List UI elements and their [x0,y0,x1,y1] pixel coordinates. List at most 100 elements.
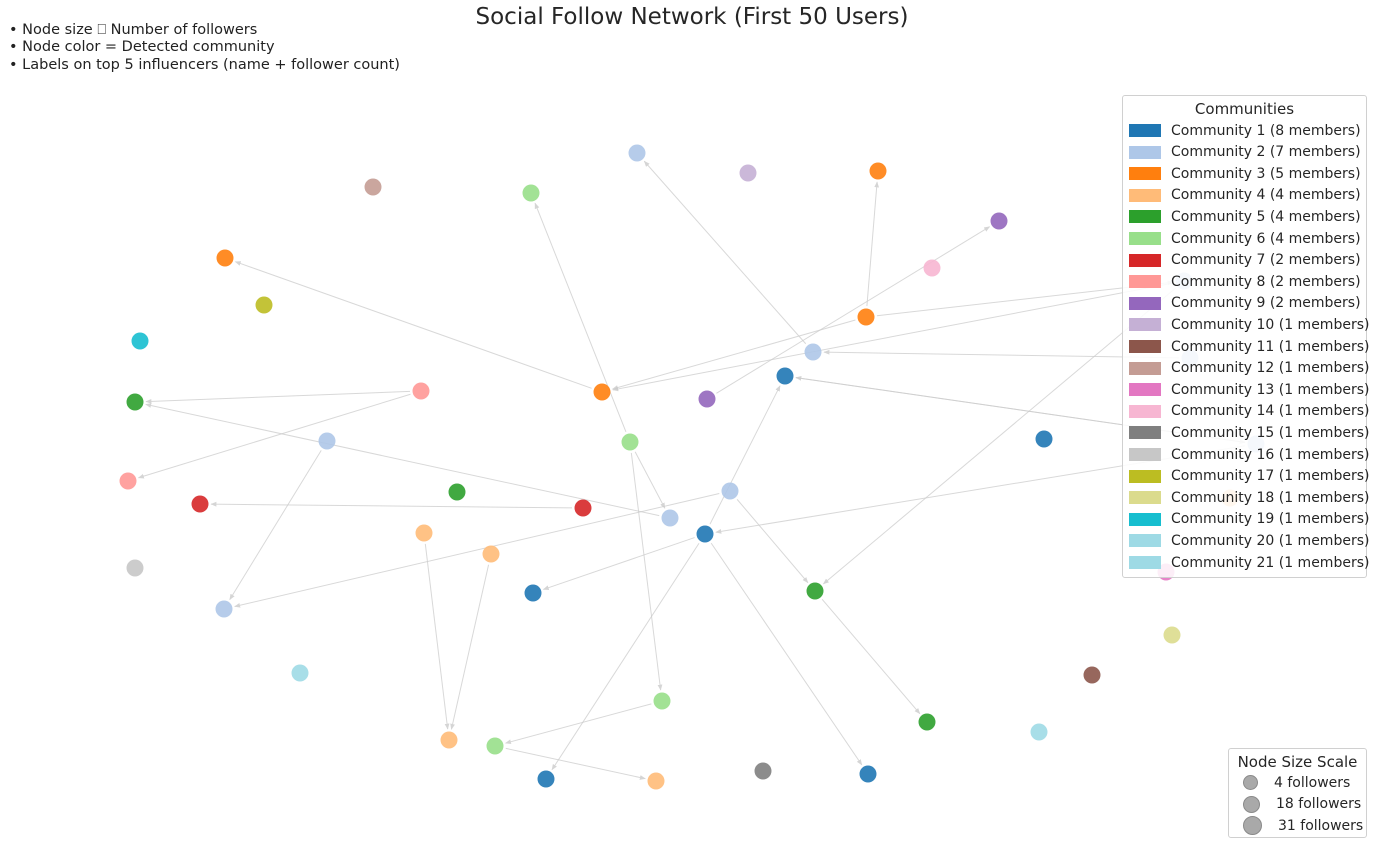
user-node [857,308,875,326]
legend-item: Community 9 (2 members) [1129,293,1361,314]
size-legend-label: 4 followers [1274,774,1351,791]
user-node [482,545,500,563]
legend-label: Community 21 (1 members) [1171,554,1370,571]
legend-swatch [1129,383,1161,397]
legend-swatch [1129,253,1161,267]
legend-item: Community 1 (8 members) [1129,120,1361,141]
legend-swatch [1129,167,1161,181]
follow-edge [234,261,592,389]
follow-edge [710,542,863,766]
follow-edge [612,319,856,390]
follow-edge [821,599,921,715]
legend-item: Community 21 (1 members) [1129,552,1369,573]
legend-label: Community 2 (7 members) [1171,144,1361,161]
node-size-legend-title: Node Size Scale [1237,753,1358,771]
legend-label: Community 5 (4 members) [1171,208,1361,225]
legend-swatch [1129,361,1161,375]
legend-label: Community 7 (2 members) [1171,252,1361,269]
follow-edge [612,282,1174,392]
size-legend-dot [1243,775,1258,790]
user-node [216,249,234,267]
user-node [364,178,382,196]
user-node [486,737,504,755]
user-node [859,765,877,783]
user-node [696,525,714,543]
follow-edge [424,543,450,730]
communities-legend-title: Communities [1194,100,1295,118]
size-legend-label: 31 followers [1278,817,1364,834]
user-node [628,144,646,162]
legend-item: Community 20 (1 members) [1129,530,1369,551]
user-node [990,212,1008,230]
legend-item: Community 7 (2 members) [1129,250,1361,271]
user-node [869,162,887,180]
user-node [804,343,822,361]
size-legend-dot [1243,795,1260,813]
legend-item: Community 10 (1 members) [1129,314,1369,335]
user-node [191,495,209,513]
user-node [126,393,144,411]
user-node [593,383,611,401]
legend-item: Community 15 (1 members) [1129,422,1369,443]
user-node [1083,666,1101,684]
follow-edge [505,703,652,745]
legend-swatch [1129,491,1161,505]
user-node [412,382,430,400]
user-node [215,600,233,618]
size-legend-item: 18 followers [1235,794,1361,815]
legend-item: Community 11 (1 members) [1129,336,1369,357]
follow-edge [542,537,695,590]
legend-label: Community 18 (1 members) [1171,489,1370,506]
follow-edge [534,202,627,432]
user-node [621,433,639,451]
follow-edge [709,385,781,525]
edges-layer [137,160,1246,780]
user-node [1163,626,1181,644]
user-node [524,584,542,602]
legend-item: Community 16 (1 members) [1129,444,1369,465]
chart-title: Social Follow Network (First 50 Users) [475,4,909,30]
legend-label: Community 19 (1 members) [1171,511,1370,528]
legend-item: Community 6 (4 members) [1129,228,1361,249]
user-node [440,731,458,749]
follow-edge [630,452,663,691]
legend-label: Community 13 (1 members) [1171,381,1370,398]
legend-swatch [1129,512,1161,526]
user-node [255,296,273,314]
note-node-size: • Node size ⎕ Number of followers [9,22,258,38]
legend-label: Community 3 (5 members) [1171,165,1361,182]
follow-edge [716,226,991,394]
legend-item: Community 18 (1 members) [1129,487,1369,508]
legend-swatch [1129,340,1161,353]
user-node [647,772,665,790]
legend-item: Community 13 (1 members) [1129,379,1369,400]
legend-label: Community 15 (1 members) [1171,424,1370,441]
legend-label: Community 10 (1 members) [1171,316,1370,333]
user-node [653,692,671,710]
follow-edge [643,160,807,345]
follow-edge [822,287,1176,585]
user-node [739,164,757,182]
user-node [661,509,679,527]
user-node [119,472,137,490]
size-legend-label: 18 followers [1276,796,1362,812]
legend-swatch [1129,275,1161,289]
legend-swatch [1129,296,1161,310]
user-node [448,483,466,501]
follow-edge [145,390,411,404]
legend-label: Community 4 (4 members) [1171,187,1361,204]
user-node [522,184,540,202]
legend-item: Community 4 (4 members) [1129,185,1361,206]
user-node [1035,430,1053,448]
user-node [918,713,936,731]
legend-item: Community 14 (1 members) [1129,401,1369,422]
legend-item: Community 17 (1 members) [1129,466,1369,487]
legend-label: Community 14 (1 members) [1171,403,1370,420]
legend-item: Community 3 (5 members) [1129,163,1361,184]
user-node [126,559,144,577]
legend-swatch [1129,145,1161,159]
user-node [415,524,433,542]
user-node [721,482,739,500]
legend-swatch [1129,469,1161,483]
follow-edge [505,747,646,780]
